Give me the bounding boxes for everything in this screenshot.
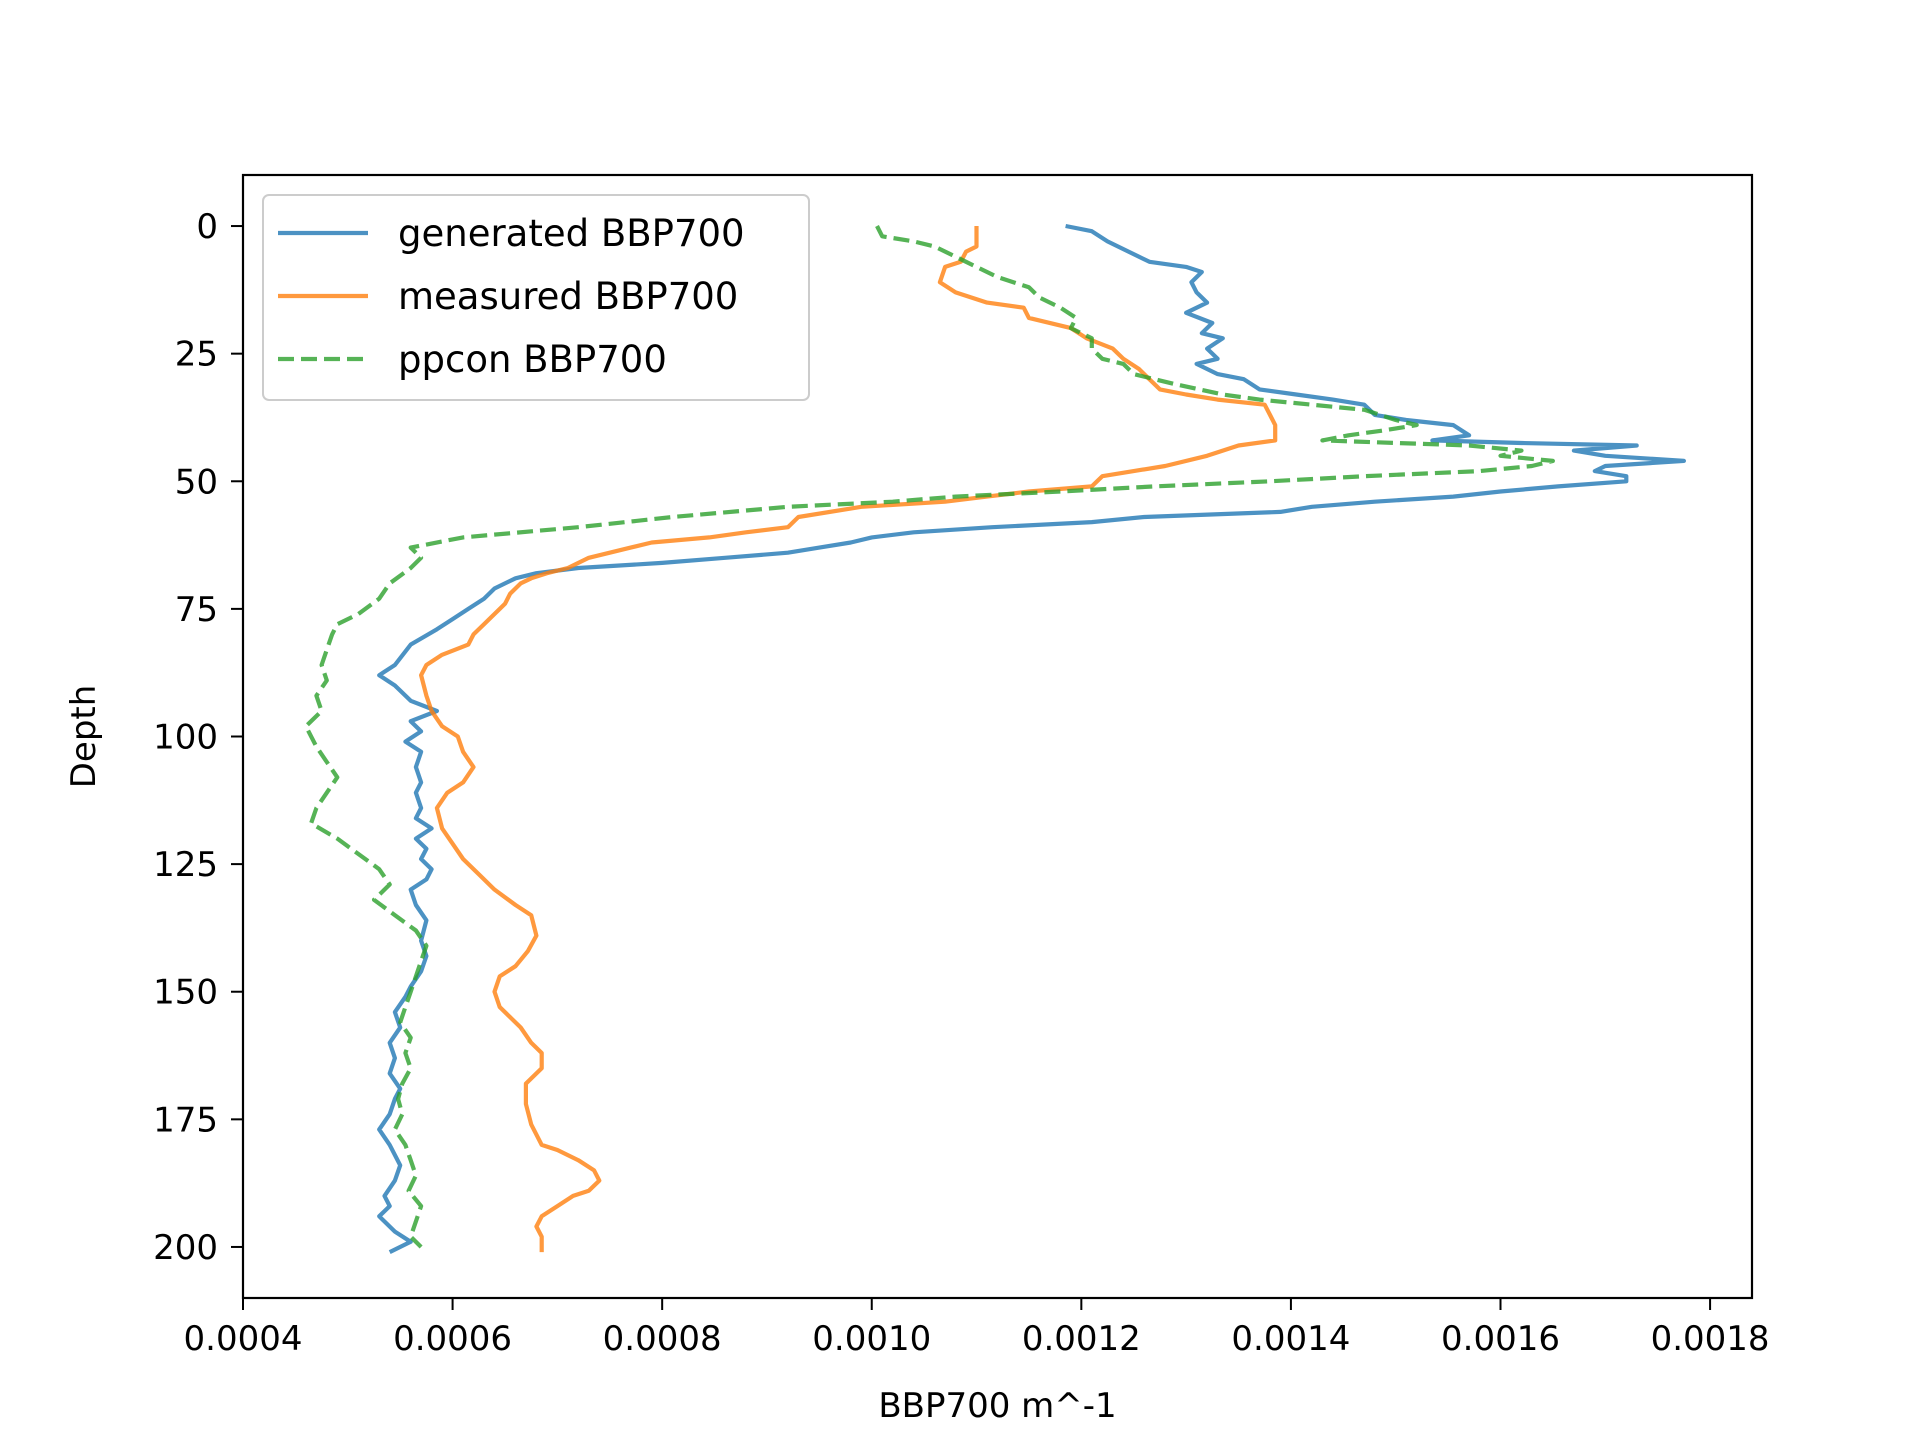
y-tick-label: 200 xyxy=(153,1228,218,1268)
legend-box xyxy=(262,194,810,401)
legend-label: measured BBP700 xyxy=(398,275,738,318)
series-line-3 xyxy=(303,225,1555,1249)
x-tick-label: 0.0012 xyxy=(1022,1319,1141,1359)
x-tick-label: 0.0008 xyxy=(603,1319,722,1359)
y-axis-label: Depth xyxy=(64,685,104,789)
x-tick-label: 0.0006 xyxy=(393,1319,512,1359)
series-line-2 xyxy=(419,226,1278,1253)
legend-label: ppcon BBP700 xyxy=(398,338,667,381)
legend-label: generated BBP700 xyxy=(398,212,745,255)
series-layer xyxy=(303,223,1686,1254)
y-tick-label: 25 xyxy=(175,335,218,375)
x-tick-label: 0.0014 xyxy=(1231,1319,1350,1359)
y-tick-label: 0 xyxy=(196,207,218,247)
legend: generated BBP700 measured BBP700 ppcon BBP… xyxy=(262,194,810,401)
y-tick-label: 150 xyxy=(153,973,218,1013)
x-tick-label: 0.0018 xyxy=(1651,1319,1770,1359)
x-tick-label: 0.0004 xyxy=(184,1319,303,1359)
x-tick-label: 0.0010 xyxy=(812,1319,931,1359)
y-axis-ticks: 0 25 50 75 100 125 150 175 200 xyxy=(153,207,243,1268)
y-tick-label: 75 xyxy=(175,590,218,630)
y-tick-label: 125 xyxy=(153,845,218,885)
x-tick-label: 0.0016 xyxy=(1441,1319,1560,1359)
y-tick-label: 100 xyxy=(153,718,218,758)
y-tick-label: 175 xyxy=(153,1100,218,1140)
x-axis-ticks: 0.0004 0.0006 0.0008 0.0010 0.0012 0.0014 0.00… xyxy=(184,1298,1770,1359)
y-tick-label: 50 xyxy=(175,462,218,502)
x-axis-label: BBP700 m^-1 xyxy=(878,1386,1116,1426)
